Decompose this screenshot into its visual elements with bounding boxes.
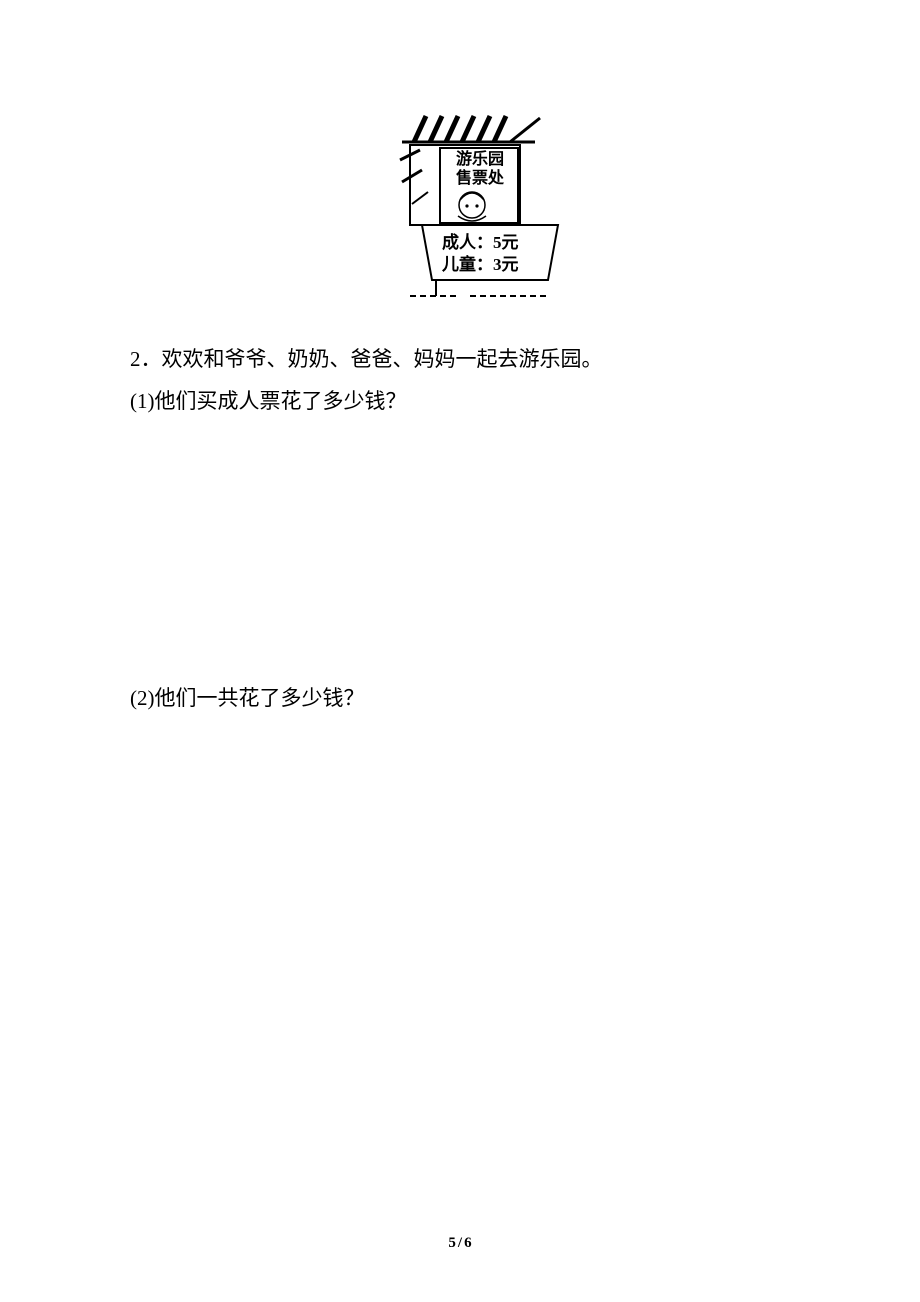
question-2: (2)他们一共花了多少钱？ xyxy=(130,677,790,719)
q2-text: 他们一共花了多少钱？ xyxy=(155,686,365,710)
price-sign: 成人：5元 儿童：3元 xyxy=(442,232,519,276)
answer-space-1 xyxy=(130,422,790,677)
adult-label: 成人： xyxy=(442,233,493,252)
q1-label: (1) xyxy=(130,389,155,413)
booth-title-line1: 游乐园 xyxy=(448,150,512,169)
ticket-booth-figure: 游乐园 售票处 成人：5元 儿童：3元 xyxy=(130,110,790,310)
question-1: (1)他们买成人票花了多少钱？ xyxy=(130,380,790,422)
problem-stem: 2．欢欢和爷爷、奶奶、爸爸、妈妈一起去游乐园。 xyxy=(130,338,790,380)
booth-title: 游乐园 售票处 xyxy=(448,150,512,188)
ticket-booth: 游乐园 售票处 成人：5元 儿童：3元 xyxy=(350,110,570,310)
problem-number: 2． xyxy=(130,347,162,371)
child-label: 儿童： xyxy=(442,255,493,274)
adult-price: 5元 xyxy=(493,233,519,252)
problem-block: 2．欢欢和爷爷、奶奶、爸爸、妈妈一起去游乐园。 (1)他们买成人票花了多少钱？ … xyxy=(130,338,790,719)
child-price: 3元 xyxy=(493,255,519,274)
page-total: 6 xyxy=(464,1235,472,1251)
booth-title-line2: 售票处 xyxy=(448,169,512,188)
document-page: 游乐园 售票处 成人：5元 儿童：3元 2．欢欢和爷爷、奶奶、爸爸、妈妈一起去游… xyxy=(0,0,920,1302)
q1-text: 他们买成人票花了多少钱？ xyxy=(155,389,407,413)
page-current: 5 xyxy=(448,1235,456,1251)
adult-price-line: 成人：5元 xyxy=(442,232,519,254)
ticket-booth-svg xyxy=(350,110,570,310)
child-price-line: 儿童：3元 xyxy=(442,254,519,276)
q2-label: (2) xyxy=(130,686,155,710)
page-number: 5/6 xyxy=(0,1235,920,1252)
problem-stem-text: 欢欢和爷爷、奶奶、爸爸、妈妈一起去游乐园。 xyxy=(162,347,603,371)
page-sep: / xyxy=(456,1235,464,1251)
